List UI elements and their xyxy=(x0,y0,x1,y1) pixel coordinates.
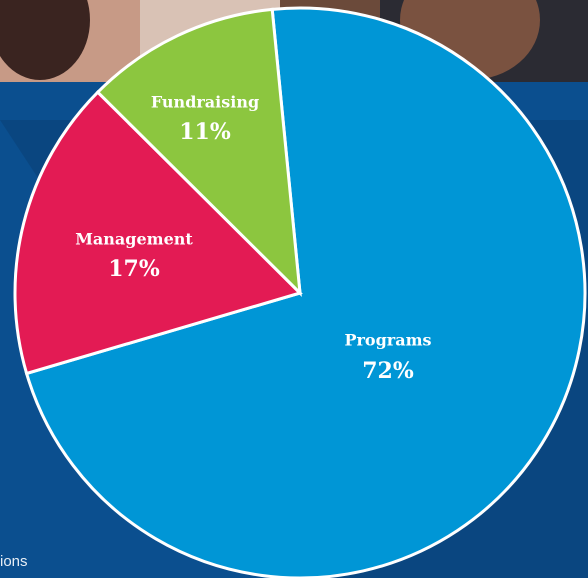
slice-label: Programs xyxy=(344,331,431,350)
footnote: ions xyxy=(0,553,28,570)
slice-value: 11% xyxy=(179,119,231,145)
pie-slice xyxy=(24,6,587,578)
slice-label: Management xyxy=(75,230,193,249)
slice-label: Fundraising xyxy=(151,93,259,112)
slice-value: 17% xyxy=(108,256,160,282)
pie-slice xyxy=(13,90,303,376)
pie-slice xyxy=(95,7,302,298)
slice-value: 72% xyxy=(362,358,414,384)
